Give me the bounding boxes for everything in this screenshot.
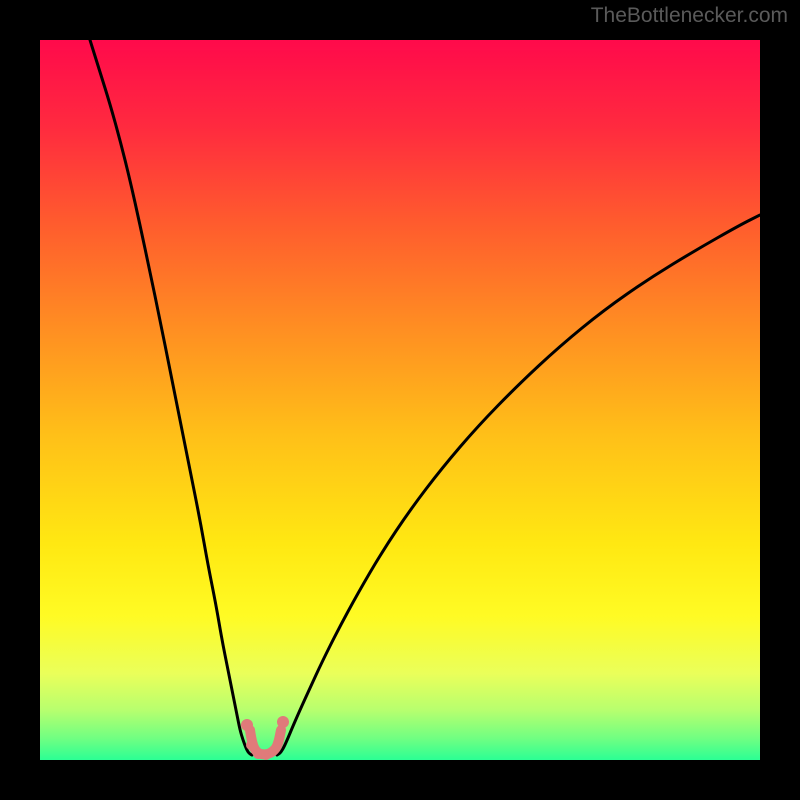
chart-container: TheBottlenecker.com <box>0 0 800 800</box>
bottleneck-curve-chart <box>0 0 800 800</box>
watermark-text: TheBottlenecker.com <box>591 4 788 28</box>
